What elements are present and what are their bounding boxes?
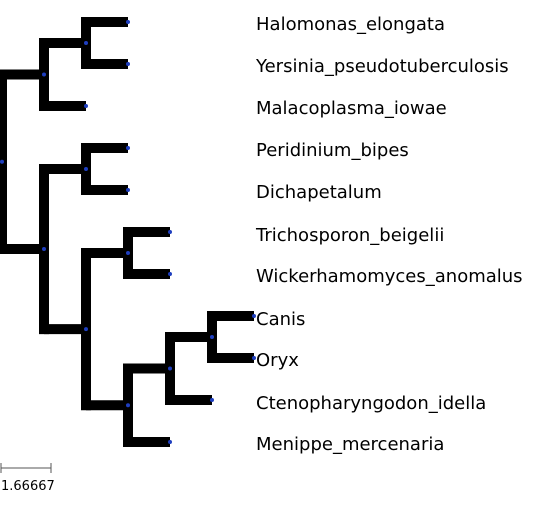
internal-node-marker bbox=[84, 167, 88, 171]
scale-bar-line bbox=[0, 463, 52, 473]
leaf-label-oryx: Oryx bbox=[256, 350, 299, 371]
leaf-labels: Halomonas_elongata Yersinia_pseudotuberc… bbox=[255, 14, 523, 455]
leaf-label-wickerhamomyces-anomalus: Wickerhamomyces_anomalus bbox=[256, 266, 523, 287]
leaf-label-halomonas-elongata: Halomonas_elongata bbox=[256, 14, 445, 35]
leaf-label-dichapetalum: Dichapetalum bbox=[256, 182, 382, 203]
leaf-node-marker bbox=[252, 356, 256, 360]
scale-bar: 1.66667 bbox=[0, 463, 55, 494]
leaf-node-marker bbox=[210, 398, 214, 402]
leaf-node-marker bbox=[126, 188, 130, 192]
leaf-node-marker bbox=[168, 230, 172, 234]
leaf-node-marker bbox=[126, 146, 130, 150]
leaf-label-peridinium-bipes: Peridinium_bipes bbox=[256, 140, 409, 161]
scale-bar-label: 1.66667 bbox=[1, 479, 55, 494]
leaf-node-marker bbox=[126, 20, 130, 24]
internal-node-marker bbox=[126, 251, 130, 255]
leaf-label-canis: Canis bbox=[256, 309, 305, 330]
leaf-node-marker bbox=[168, 440, 172, 444]
internal-node-marker bbox=[42, 247, 46, 252]
leaf-label-trichosporon-beigelii: Trichosporon_beigelii bbox=[255, 225, 444, 246]
internal-node-marker bbox=[126, 403, 130, 408]
leaf-label-menippe-mercenaria: Menippe_mercenaria bbox=[256, 434, 444, 455]
tree-node-markers bbox=[0, 20, 256, 444]
leaf-node-marker bbox=[168, 272, 172, 276]
internal-node-marker bbox=[84, 41, 88, 45]
internal-node-marker bbox=[0, 159, 4, 164]
leaf-node-marker bbox=[126, 62, 130, 66]
internal-node-marker bbox=[210, 335, 214, 339]
leaf-label-yersinia-pseudotuberculosis: Yersinia_pseudotuberculosis bbox=[255, 56, 509, 77]
leaf-label-ctenopharyngodon-idella: Ctenopharyngodon_idella bbox=[256, 393, 486, 414]
internal-node-marker bbox=[42, 72, 46, 77]
leaf-label-malacoplasma-iowae: Malacoplasma_iowae bbox=[256, 98, 447, 119]
internal-node-marker bbox=[168, 366, 172, 371]
tree-branches bbox=[0, 17, 254, 447]
leaf-node-marker bbox=[84, 104, 88, 108]
internal-node-marker bbox=[84, 327, 88, 332]
leaf-node-marker bbox=[252, 314, 256, 318]
